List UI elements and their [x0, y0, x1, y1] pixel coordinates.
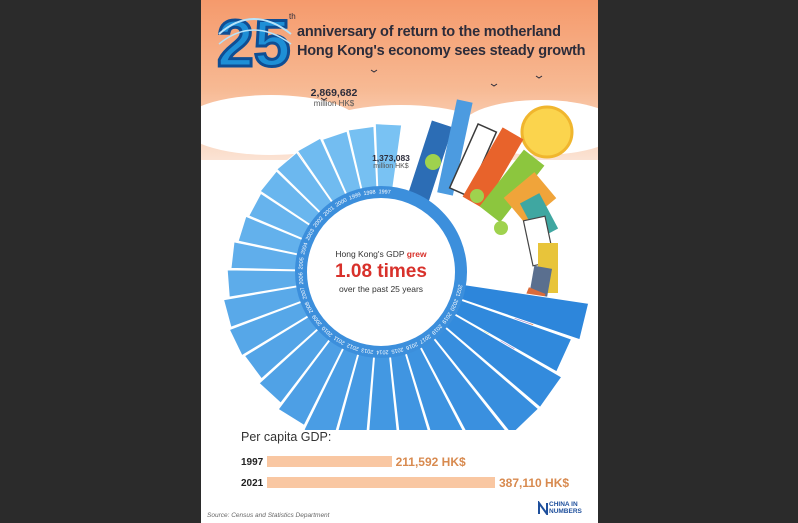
china-in-numbers-logo-icon [538, 501, 548, 515]
logo-line-2: NUMBERS [549, 508, 582, 516]
radial-gdp-chart: 1997199819992000200120022003200420052006… [222, 123, 590, 430]
center-prefix-line: Hong Kong's GDP grew [327, 249, 435, 259]
year-label-1999: 1999 [348, 192, 362, 202]
year-label-2007: 2007 [300, 286, 309, 299]
birds-decoration [320, 69, 543, 101]
last-value-label: 2,869,682 [310, 87, 358, 99]
per-capita-value-1997: 211,592 HK$ [395, 455, 466, 469]
per-capita-bar-1997 [267, 456, 392, 467]
year-label-2021: 2021 [454, 284, 463, 297]
logo-line-1: CHINA IN [549, 501, 578, 508]
title-line-1: anniversary of return to the motherland [297, 24, 561, 40]
per-capita-bar-2021 [267, 477, 495, 488]
year-label-2015: 2015 [391, 346, 404, 354]
year-label-2005: 2005 [298, 257, 305, 270]
per-capita-year-1997: 1997 [241, 457, 264, 468]
badge-suffix: th [289, 12, 296, 21]
year-label-2017: 2017 [418, 333, 432, 345]
center-prefix: Hong Kong's GDP [335, 249, 405, 259]
last-year-callout: 2,869,682 million HK$ [299, 87, 369, 108]
center-verb: grew [406, 249, 427, 259]
year-label-2014: 2014 [376, 348, 388, 354]
anniversary-badge-icon: 25 [216, 5, 292, 79]
year-label-2004: 2004 [300, 242, 309, 255]
infographic-poster: 25 th anniversary of return to the mothe… [201, 0, 598, 523]
year-label-2020: 2020 [448, 298, 458, 312]
year-label-2006: 2006 [298, 272, 305, 285]
title-block: anniversary of return to the motherland … [297, 14, 586, 59]
first-year-callout: 1,373,083 million HK$ [366, 153, 416, 171]
sun-icon [520, 105, 574, 159]
year-label-2016: 2016 [405, 340, 419, 350]
center-times: 1.08 times [335, 261, 427, 282]
logo-text: CHINA IN NUMBERS [549, 501, 582, 515]
year-label-2008: 2008 [304, 300, 315, 314]
per-capita-value-2021: 387,110 HK$ [499, 476, 570, 490]
year-label-1997: 1997 [378, 189, 391, 196]
first-value-label: 1,373,083 [372, 153, 410, 163]
first-value-unit: million HK$ [373, 163, 409, 171]
last-value-unit: million HK$ [313, 98, 355, 108]
per-capita-title: Per capita GDP: [241, 430, 332, 444]
year-label-2019: 2019 [440, 311, 452, 324]
center-suffix: over the past 25 years [338, 284, 424, 294]
year-label-2012: 2012 [346, 341, 360, 351]
year-label-2000: 2000 [335, 197, 349, 208]
chart-center-text: Hong Kong's GDP grew 1.08 times over the… [327, 249, 435, 294]
year-label-2013: 2013 [361, 346, 374, 354]
title-line-2: Hong Kong's economy sees steady growth [297, 43, 586, 59]
year-label-2003: 2003 [305, 228, 316, 242]
year-label-1998: 1998 [363, 189, 376, 197]
chart-inner-ring [295, 186, 467, 358]
source-note: Source: Census and Statistics Department [207, 512, 330, 519]
year-label-2011: 2011 [333, 334, 346, 345]
per-capita-year-2021: 2021 [241, 478, 264, 489]
